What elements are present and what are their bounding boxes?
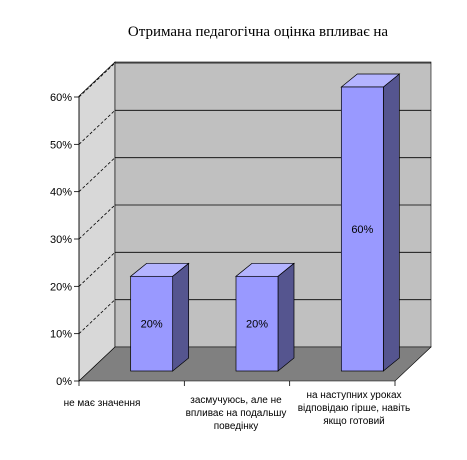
data-labels: 20% 20% 60%: [141, 224, 374, 331]
gridline-side: [78, 204, 116, 240]
data-label: 60%: [351, 224, 373, 236]
data-label: 20%: [141, 319, 163, 331]
bars: [129, 73, 401, 372]
y-tick-label: 10%: [50, 329, 72, 341]
gridline-side: [78, 252, 116, 287]
y-tick-label: 40%: [50, 187, 72, 199]
bar: [130, 275, 174, 372]
bar-side: [277, 262, 295, 372]
y-axis-ticks: 0% 10% 20% 30% 40% 50% 60%: [50, 92, 396, 388]
gridline-side: [78, 62, 116, 98]
x-category-label: засмучуюсь, але не впливає на подальшу п…: [185, 395, 287, 432]
gridline-side: [78, 157, 116, 192]
x-category-label: не має значення: [63, 398, 141, 409]
gridline-side: [78, 299, 116, 334]
y-tick-label: 60%: [50, 92, 72, 104]
x-category-label: на наступних уроках відповідаю гірше, на…: [297, 390, 411, 427]
y-tick-label: 50%: [50, 139, 72, 151]
bar: [340, 86, 384, 372]
bar: [235, 275, 279, 372]
y-tick-label: 20%: [50, 281, 72, 293]
chart-title: Отримана педагогічна оцінка впливає на: [128, 24, 389, 40]
data-label: 20%: [246, 319, 268, 331]
y-tick-label: 30%: [50, 234, 72, 246]
gridline-side: [78, 110, 116, 145]
y-tick-label: 0%: [56, 376, 72, 388]
bar-side: [172, 262, 190, 372]
bar-side: [382, 73, 400, 372]
